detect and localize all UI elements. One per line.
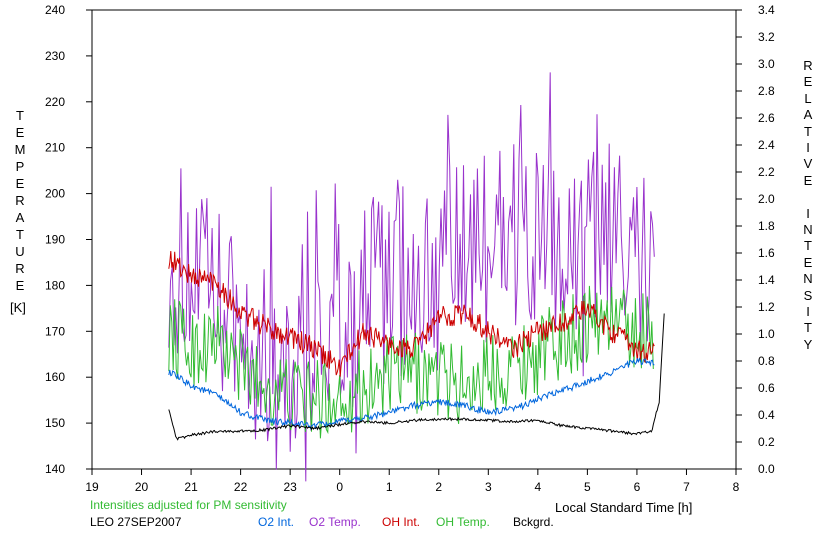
x-tick-label: 2 [435, 480, 442, 494]
y-right-tick-label: 2.2 [758, 165, 775, 179]
x-tick-label: 0 [336, 480, 343, 494]
y-right-tick-label: 0.2 [758, 435, 775, 449]
axis-label-letter: N [803, 222, 813, 237]
y-left-tick-label: 240 [45, 3, 65, 17]
y-right-tick-label: 3.2 [758, 30, 775, 44]
axis-label-letter: E [803, 254, 813, 270]
y-left-tick-label: 200 [45, 187, 65, 201]
axis-label-letter: S [803, 287, 813, 303]
x-tick-label: 8 [733, 480, 740, 494]
axis-label-letter: T [16, 227, 24, 242]
axis-label-letter: T [16, 108, 24, 123]
y-left-tick-label: 160 [45, 370, 65, 384]
x-tick-label: 20 [135, 480, 149, 494]
x-tick-label: 6 [634, 480, 641, 494]
axis-label-letter: E [15, 278, 25, 293]
legend-item: OH Temp. [436, 515, 490, 529]
x-axis-label: Local Standard Time [h] [555, 500, 693, 515]
axis-label-letter: I [806, 304, 810, 319]
y-right-tick-label: 2.8 [758, 84, 775, 98]
y-right-tick-label: 3.0 [758, 57, 775, 71]
station-date: LEO 27SEP2007 [90, 515, 182, 529]
y-left-tick-label: 230 [45, 49, 65, 63]
x-tick-label: 3 [485, 480, 492, 494]
series-line-o2-temp- [168, 72, 655, 482]
y-right-tick-label: 0.6 [758, 381, 775, 395]
y-right-tick-label: 0.0 [758, 462, 775, 476]
y-right-tick-label: 0.4 [758, 408, 775, 422]
y-left-tick-label: 180 [45, 278, 65, 292]
axis-label-letter: V [803, 156, 813, 172]
y-right-tick-label: 2.6 [758, 111, 775, 125]
axis-label-letter: R [15, 261, 25, 276]
axis-label-letter: M [14, 142, 26, 157]
axis-label-letter: L [804, 90, 812, 106]
axis-label-letter: I [806, 140, 810, 155]
y-right-tick-label: 0.8 [758, 354, 775, 368]
y-right-tick-label: 3.4 [758, 3, 775, 17]
axis-label-letter: E [15, 125, 25, 140]
x-tick-label: 21 [184, 480, 198, 494]
x-tick-label: 5 [584, 480, 591, 494]
x-tick-label: 22 [234, 480, 248, 494]
y-left-tick-label: 140 [45, 462, 65, 476]
axis-label-letter: E [15, 176, 25, 191]
axis-label-letter: R [15, 193, 25, 208]
axis-label-letter: A [15, 210, 25, 225]
x-tick-label: 23 [283, 480, 297, 494]
left-axis-unit: [K] [10, 300, 26, 315]
x-tick-label: 7 [683, 480, 690, 494]
y-right-tick-label: 1.8 [758, 219, 775, 233]
y-right-tick-label: 1.6 [758, 246, 775, 260]
y-left-tick-label: 170 [45, 324, 65, 338]
axis-label-letter: E [803, 74, 813, 90]
y-left-tick-label: 190 [45, 233, 65, 247]
legend-item: O2 Temp. [309, 515, 361, 529]
y-right-tick-label: 2.4 [758, 138, 775, 152]
series-line-oh-int- [168, 250, 655, 377]
y-right-tick-label: 1.4 [758, 273, 775, 287]
y-left-tick-label: 220 [45, 95, 65, 109]
y-right-tick-label: 1.0 [758, 327, 775, 341]
y-right-tick-label: 1.2 [758, 300, 775, 314]
y-left-tick-label: 150 [45, 416, 65, 430]
series-line-o2-int- [168, 357, 655, 430]
axis-label-letter: Y [803, 336, 813, 352]
axis-label-letter: U [15, 244, 25, 259]
axis-label-letter: R [803, 58, 813, 73]
x-tick-label: 4 [535, 480, 542, 494]
legend-item: Bckgrd. [513, 515, 554, 529]
y-left-tick-label: 210 [45, 141, 65, 155]
axis-label-letter: T [804, 320, 812, 336]
pm-sensitivity-note: Intensities adjusted for PM sensitivity [90, 498, 287, 512]
axis-label-letter: E [803, 172, 813, 188]
axis-label-letter: T [804, 123, 812, 139]
axis-label-letter: P [15, 159, 25, 174]
x-tick-label: 19 [85, 480, 99, 494]
y-right-tick-label: 2.0 [758, 192, 775, 206]
axis-label-letter: A [803, 107, 813, 123]
axis-label-letter: N [803, 271, 813, 287]
axis-label-letter: I [806, 205, 810, 221]
legend-item: O2 Int. [258, 515, 295, 529]
series-line-bckgrd- [168, 313, 665, 441]
x-tick-label: 1 [386, 480, 393, 494]
legend-item: OH Int. [382, 515, 421, 529]
axis-label-letter: T [804, 238, 812, 254]
